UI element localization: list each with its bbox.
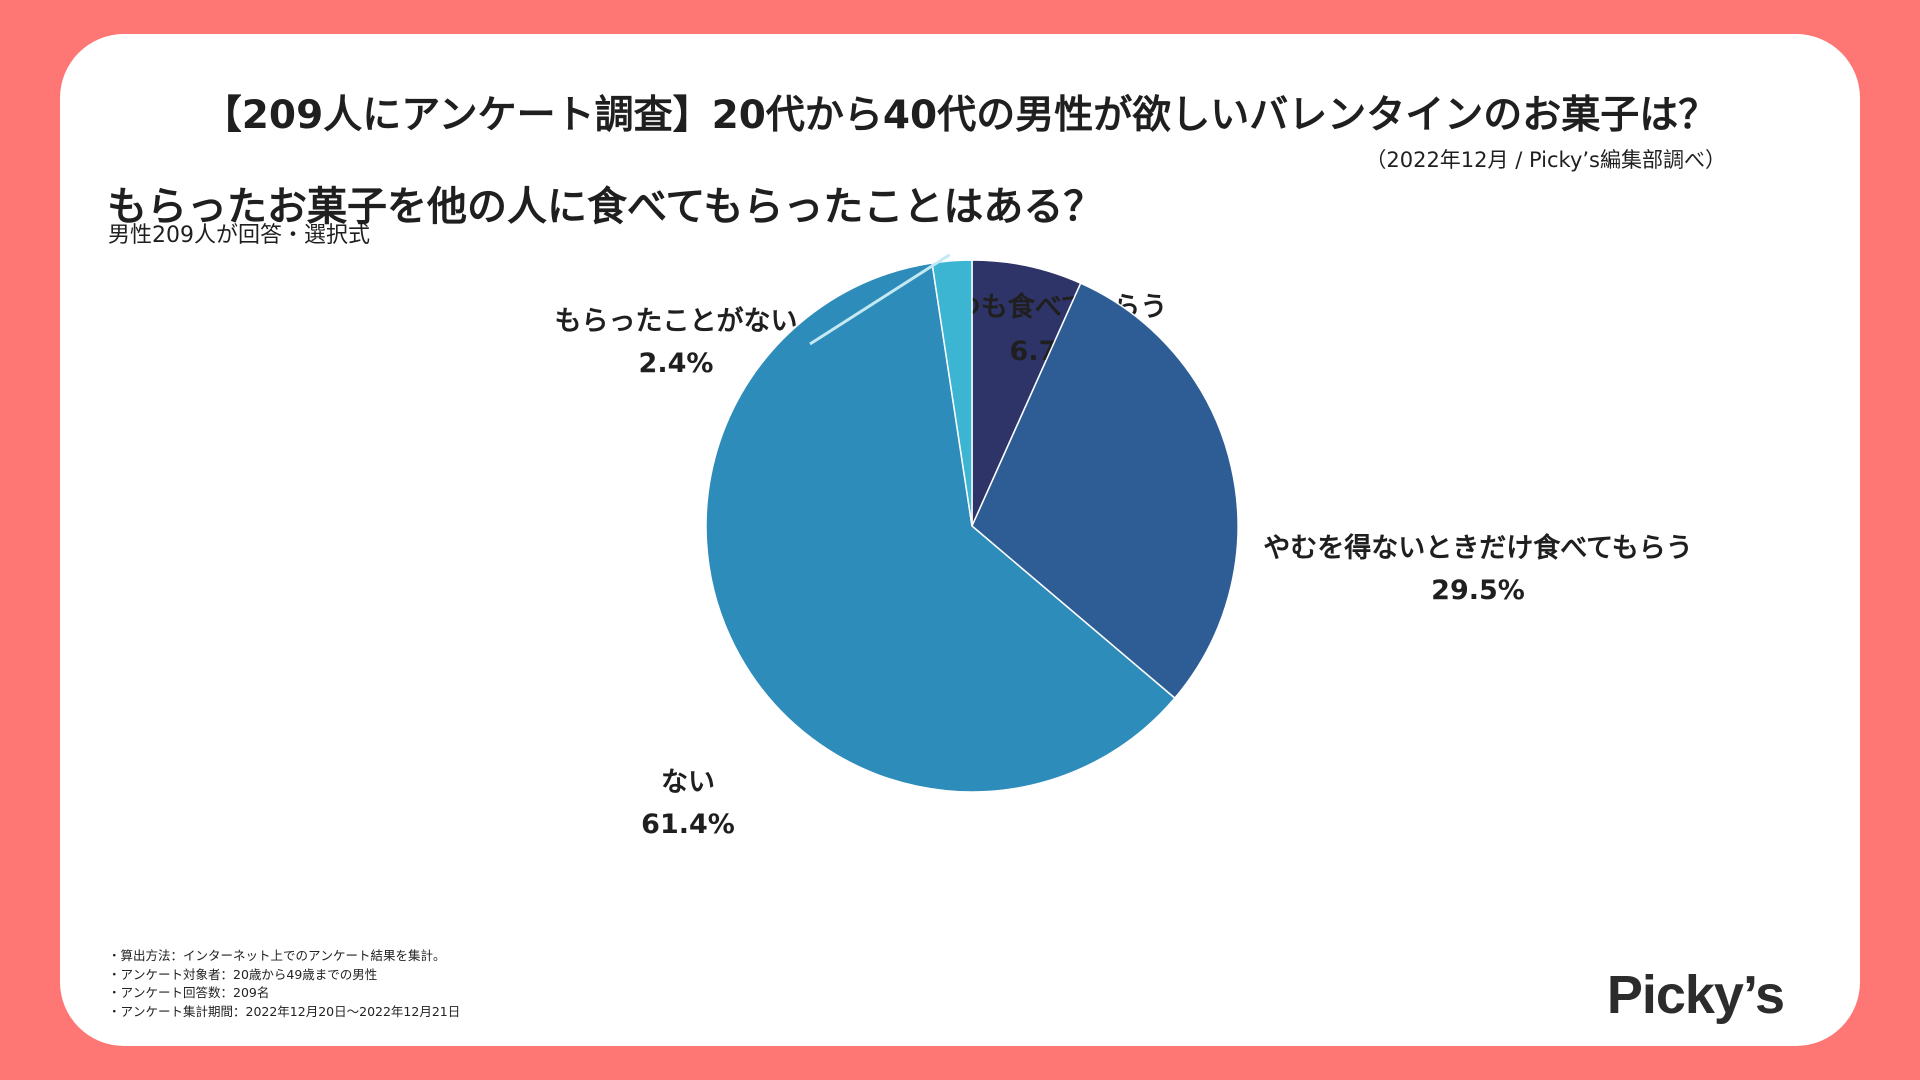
pie-slice-never	[705, 262, 1176, 793]
source-note: （2022年12月 / Picky’s編集部調べ）	[1365, 148, 1726, 172]
slice-label-never-received: もらったことがない	[555, 305, 798, 337]
pickys-logo: Picky’s	[1606, 965, 1785, 1025]
footnote-count: ・アンケート回答数：209名	[108, 985, 270, 1000]
slice-value-never-received: 2.4%	[639, 348, 714, 379]
pie-chart: いつも食べてもらう6.7%やむを得ないときだけ食べてもらう29.5%ない61.4…	[555, 253, 1693, 840]
pie-slice-unavoidable	[971, 282, 1239, 700]
pie-slice-never-received	[931, 259, 973, 527]
chart-card: 【209人にアンケート調査】20代から40代の男性が欲しいバレンタインのお菓子は…	[60, 34, 1860, 1046]
slice-value-unavoidable: 29.5%	[1431, 575, 1525, 606]
main-title: 【209人にアンケート調査】20代から40代の男性が欲しいバレンタインのお菓子は…	[202, 93, 1718, 138]
slice-label-never: ない	[661, 767, 715, 798]
chart-question-title: もらったお菓子を他の人に食べてもらったことはある？	[107, 184, 1104, 230]
leader-line-never-received	[809, 253, 951, 346]
footnote-period: ・アンケート集計期間：2022年12月20日〜2022年12月21日	[108, 1003, 461, 1019]
slice-value-never: 61.4%	[641, 809, 735, 840]
slice-label-unavoidable: やむを得ないときだけ食べてもらう	[1263, 532, 1693, 564]
respondents-subtitle: 男性209人が回答・選択式	[108, 223, 370, 248]
footnotes: ・算出方法：インターネット上でのアンケート結果を集計。 ・アンケート対象者：20…	[108, 947, 460, 1021]
pie-slice-always	[971, 259, 1082, 527]
footnote-method: ・算出方法：インターネット上でのアンケート結果を集計。	[108, 948, 446, 963]
footnote-target: ・アンケート対象者：20歳から49歳までの男性	[108, 966, 378, 982]
